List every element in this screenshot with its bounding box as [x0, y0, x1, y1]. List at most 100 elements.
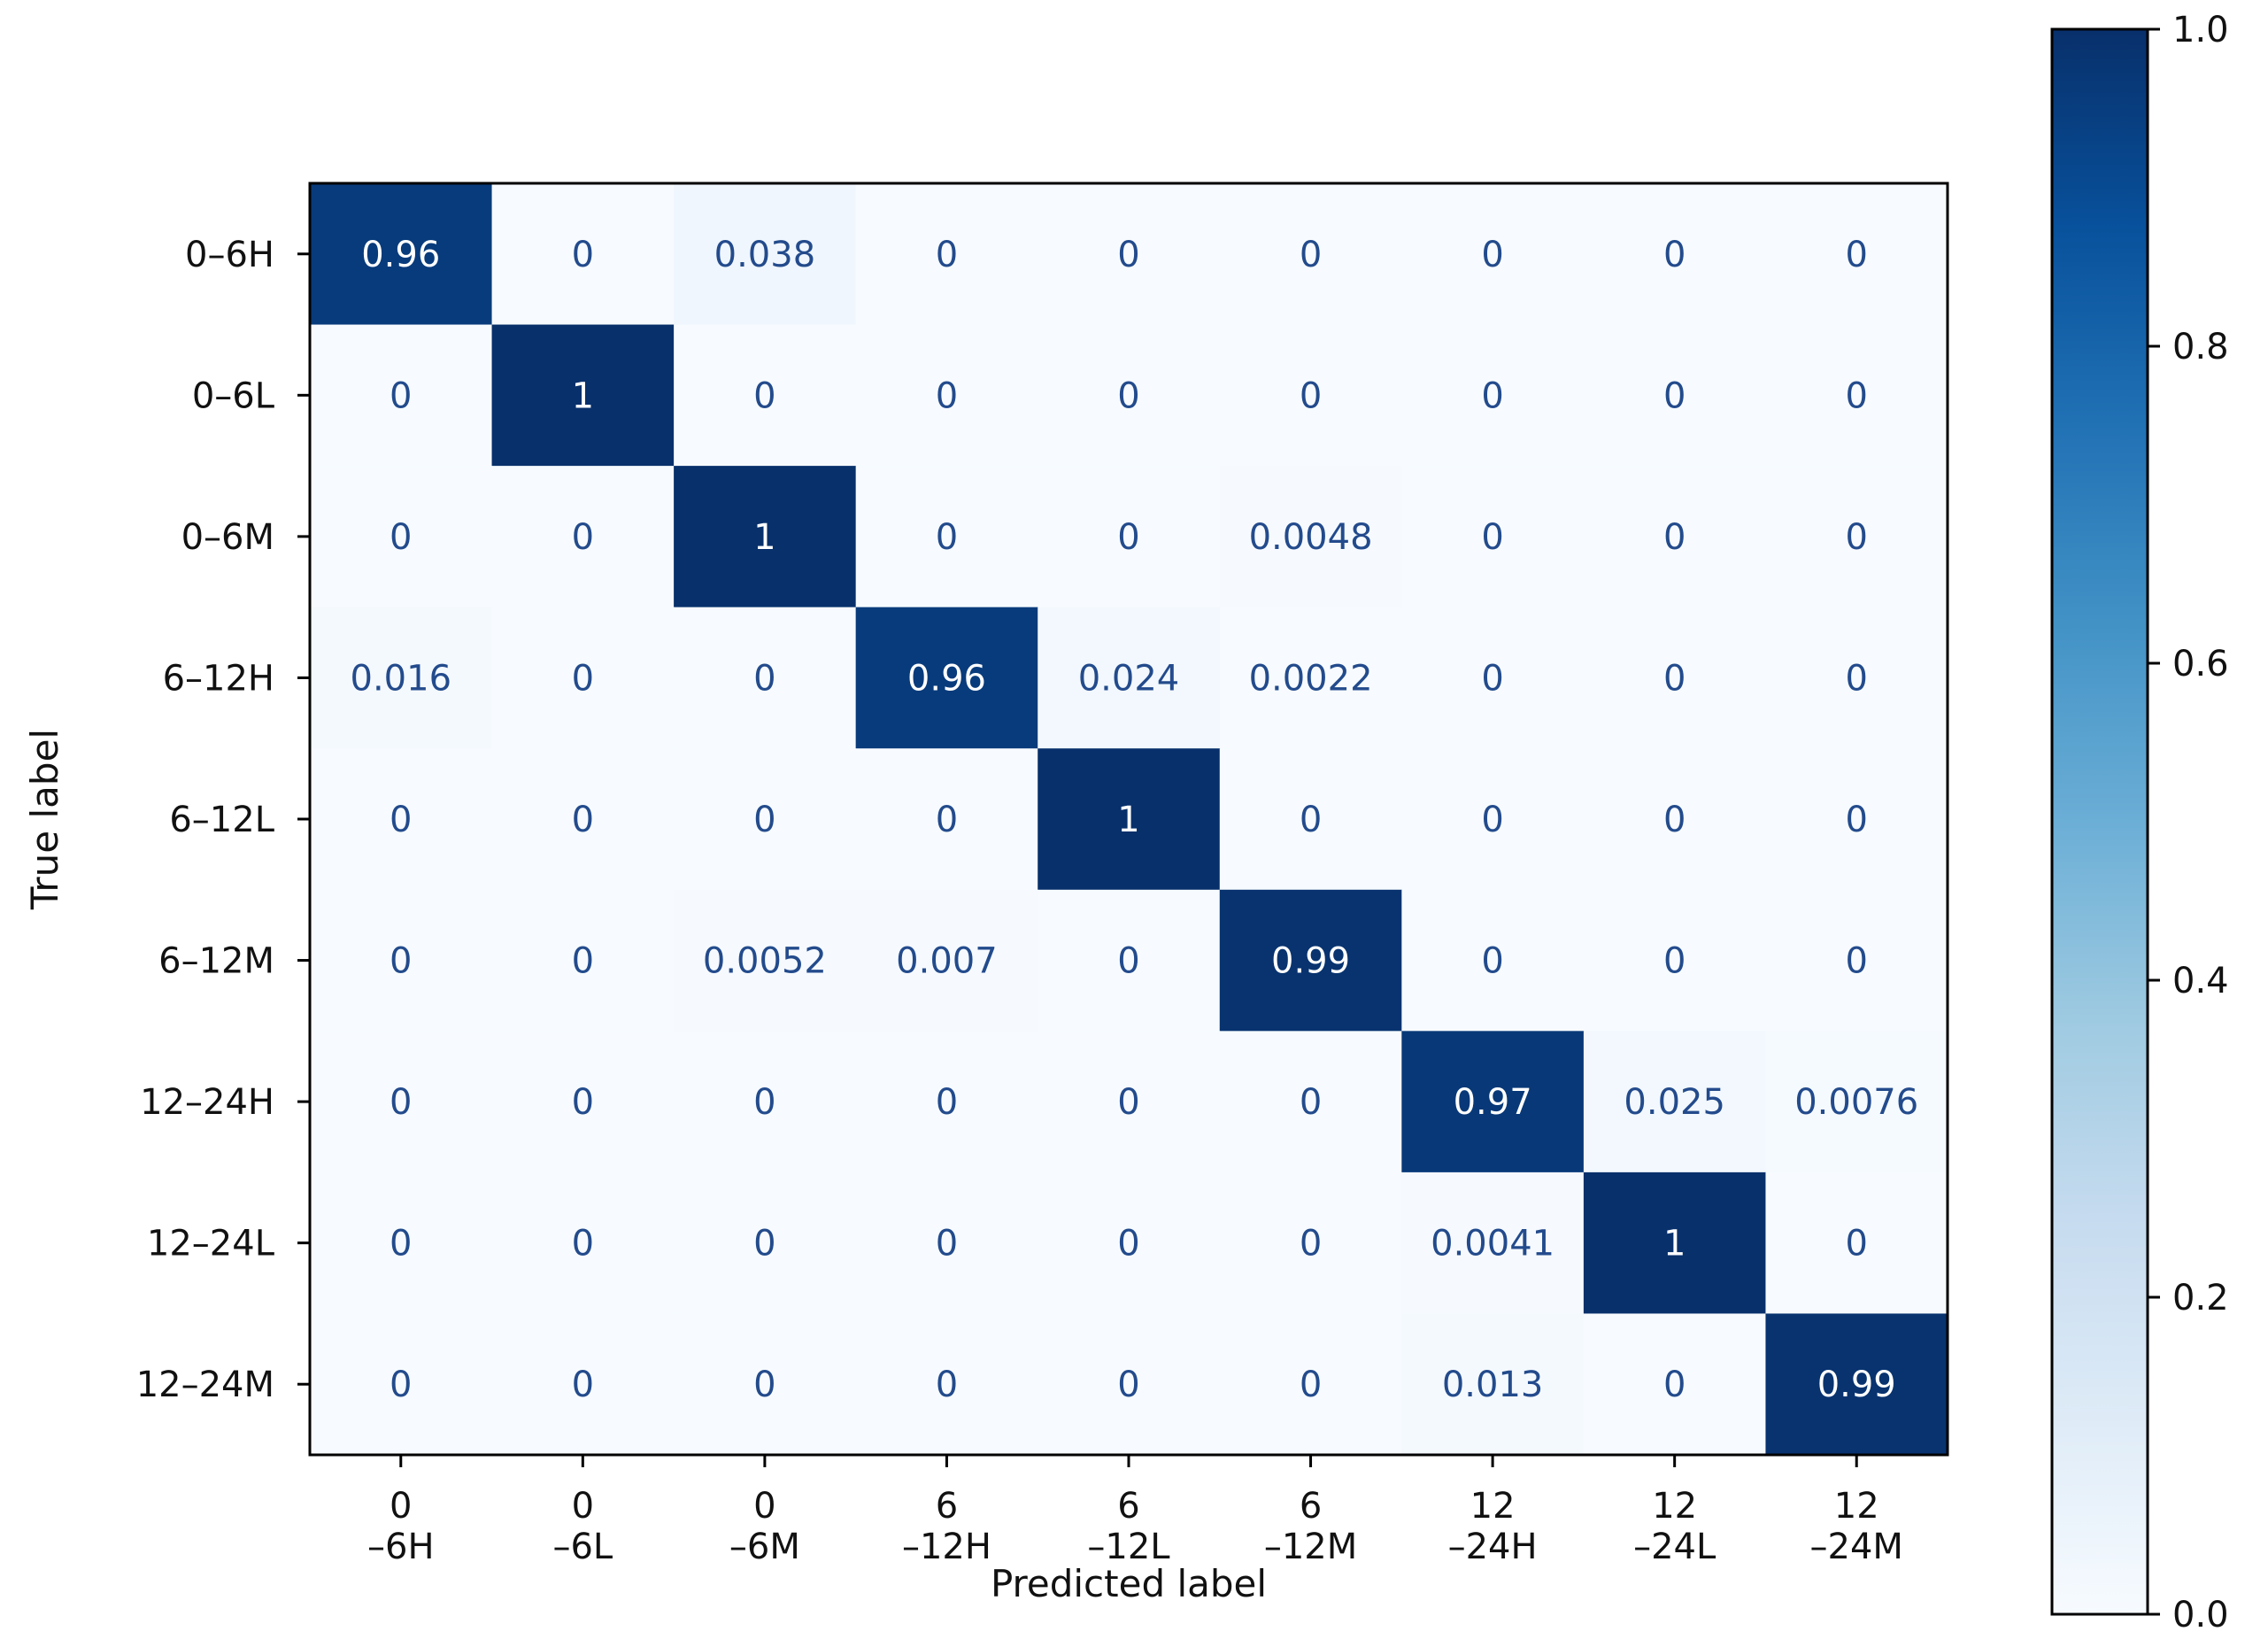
heatmap-cell [1583, 183, 1766, 326]
cell-value-label: 0 [1300, 1082, 1322, 1123]
heatmap-cell [1765, 183, 1948, 326]
heatmap-cell [1583, 889, 1766, 1032]
heatmap-cell [310, 607, 493, 749]
heatmap-cell [1038, 1313, 1221, 1456]
cell-value-label: 0 [390, 375, 412, 416]
heatmap-cell [1401, 607, 1585, 749]
cell-value-label: 0.0041 [1431, 1224, 1554, 1264]
cell-value-label: 0 [753, 800, 775, 840]
cell-value-label: 0 [936, 517, 958, 558]
heatmap-cell [1765, 324, 1948, 467]
heatmap-cell [1401, 1031, 1585, 1173]
cell-value-label: 0 [1300, 235, 1322, 275]
cell-value-label: 0 [753, 375, 775, 416]
heatmap-cell [1219, 1031, 1402, 1173]
heatmap-cell [1038, 607, 1221, 749]
cell-value-label: 0 [1663, 941, 1686, 982]
colorbar: 0.0 0.2 0.4 0.6 0.8 1.0 [2050, 10, 2229, 1635]
cell-value-label: 0 [1663, 658, 1686, 699]
y-axis-title: True label [23, 729, 66, 910]
heatmap-cell [491, 1031, 675, 1173]
heatmap-cell [310, 183, 493, 326]
heatmap-cell [491, 324, 675, 467]
cell-value-label: 0.97 [1454, 1082, 1532, 1123]
cell-value-label: 0.0052 [703, 941, 827, 982]
cell-value-label: 0 [1481, 800, 1503, 840]
cell-value-label: 0 [1845, 517, 1867, 558]
heatmap-cell-labels: 0.96 0 0.038 0 0 0 0 0 0 0 1 0 0 0 0 0 0 0 0 0 1 0 0 0.0048 0 0 0 0… [351, 235, 1919, 1405]
heatmap-cells [310, 183, 1948, 1456]
cell-value-label: 0.024 [1078, 658, 1180, 699]
cell-value-label: 0.99 [1271, 941, 1350, 982]
heatmap-cell [674, 607, 857, 749]
colorbar-ticks: 0.0 0.2 0.4 0.6 0.8 1.0 [2148, 10, 2229, 1635]
colorbar-tick-label: 1.0 [2172, 10, 2229, 50]
heatmap-cell [1219, 1171, 1402, 1314]
cell-value-label: 0 [1845, 375, 1867, 416]
cell-value-label: 0 [390, 1082, 412, 1123]
heatmap-cell [1038, 183, 1221, 326]
x-tick-label: 12 –24M [1810, 1486, 1903, 1567]
colorbar-tick-label: 0.6 [2172, 644, 2229, 684]
y-tick-label: 12–24H [140, 1082, 274, 1123]
cell-value-label: 0 [1845, 941, 1867, 982]
axis-ticks: 0–6H 0–6L 0–6M 6–12H 6–12L 6–12M 12–24H 12–24L 1… [136, 235, 1903, 1567]
cell-value-label: 0 [390, 800, 412, 840]
cell-value-label: 0 [1117, 517, 1139, 558]
cell-value-label: 0.016 [351, 658, 452, 699]
heatmap-cell [1583, 748, 1766, 891]
y-tick-label: 6–12L [169, 800, 274, 840]
heatmap-cell [491, 183, 675, 326]
cell-value-label: 0 [572, 1224, 594, 1264]
heatmap-cell [674, 183, 857, 326]
x-tick-label: 12 –24L [1633, 1486, 1716, 1567]
heatmap-cell [1401, 889, 1585, 1032]
cell-value-label: 0.0048 [1249, 517, 1373, 558]
heatmap-cell [1583, 1171, 1766, 1314]
x-tick-label: 0 –6L [552, 1486, 613, 1567]
heatmap-cell [1219, 324, 1402, 467]
heatmap-cell [1219, 466, 1402, 608]
heatmap-cell [1038, 324, 1221, 467]
heatmap-cell [1401, 324, 1585, 467]
x-tick-label: 12 –24H [1448, 1486, 1538, 1567]
cell-value-label: 0 [1117, 235, 1139, 275]
cell-value-label: 0 [1117, 1082, 1139, 1123]
heatmap-cell [855, 748, 1038, 891]
heatmap-cell [1219, 1313, 1402, 1456]
cell-value-label: 0 [1300, 1365, 1322, 1405]
heatmap-cell [1401, 466, 1585, 608]
heatmap-cell [674, 889, 857, 1032]
cell-value-label: 0 [1481, 235, 1503, 275]
cell-value-label: 0.007 [896, 941, 998, 982]
cell-value-label: 0 [753, 658, 775, 699]
heatmap-cell [855, 183, 1038, 326]
y-tick-label: 6–12M [158, 941, 274, 982]
heatmap-cell [491, 748, 675, 891]
heatmap-cell [491, 466, 675, 608]
cell-value-label: 1 [753, 517, 775, 558]
cell-value-label: 0 [753, 1224, 775, 1264]
heatmap-cell [1583, 324, 1766, 467]
heatmap-cell [491, 1313, 675, 1456]
heatmap-cell [855, 1171, 1038, 1314]
cell-value-label: 0 [1663, 517, 1686, 558]
colorbar-gradient [2050, 27, 2149, 1616]
cell-value-label: 0 [1663, 235, 1686, 275]
heatmap-cell [1583, 466, 1766, 608]
heatmap-cell [491, 607, 675, 749]
cell-value-label: 0 [753, 1082, 775, 1123]
y-tick-label: 6–12H [163, 658, 274, 699]
heatmap-cell [674, 1171, 857, 1314]
cell-value-label: 0 [572, 235, 594, 275]
cell-value-label: 0 [1481, 375, 1503, 416]
cell-value-label: 0 [936, 235, 958, 275]
heatmap-cell [491, 1171, 675, 1314]
heatmap-cell [1038, 1031, 1221, 1173]
heatmap-cell [674, 466, 857, 608]
cell-value-label: 0 [572, 517, 594, 558]
cell-value-label: 0 [1663, 1365, 1686, 1405]
heatmap-cell [855, 607, 1038, 749]
cell-value-label: 0 [936, 800, 958, 840]
